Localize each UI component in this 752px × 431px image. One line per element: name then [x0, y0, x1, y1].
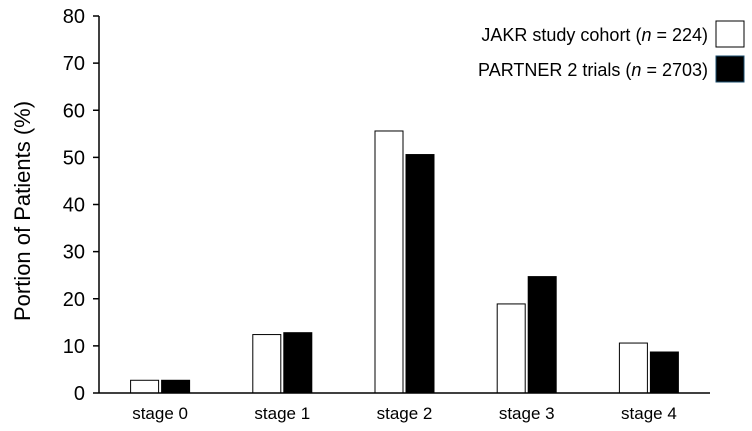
legend-swatch-partner	[715, 55, 745, 83]
y-tick-label: 60	[63, 100, 85, 122]
x-tick-label: stage 1	[254, 404, 310, 423]
bar-jakr-stage-2	[374, 130, 404, 394]
bar-jakr-stage-4	[618, 342, 648, 394]
y-tick-label: 80	[63, 6, 85, 28]
y-axis: 0 10 20 30 40 50 60 70 80	[63, 6, 99, 405]
y-tick-label: 20	[63, 289, 85, 311]
y-tick-label: 30	[63, 242, 85, 264]
y-tick-label: 40	[63, 195, 85, 217]
y-tick-label: 70	[63, 53, 85, 75]
x-tick-label: stage 0	[132, 404, 188, 423]
legend: JAKR study cohort (n = 224) PARTNER 2 tr…	[478, 20, 745, 83]
bars	[130, 130, 679, 394]
bar-partner-stage-1	[283, 332, 313, 394]
x-tick-label: stage 2	[377, 404, 433, 423]
x-tick-label: stage 4	[621, 404, 677, 423]
bar-jakr-stage-3	[496, 303, 526, 394]
bar-partner-stage-3	[527, 276, 557, 394]
x-tick-label: stage 3	[499, 404, 555, 423]
y-tick-label: 50	[63, 147, 85, 169]
y-axis-title: Portion of Patients (%)	[10, 101, 35, 321]
bar-partner-stage-0	[161, 379, 191, 394]
legend-swatch-jakr	[715, 20, 745, 48]
y-tick-label: 10	[63, 336, 85, 358]
legend-label-partner: PARTNER 2 trials (n = 2703)	[478, 60, 708, 80]
bar-partner-stage-2	[405, 154, 435, 394]
legend-label-jakr: JAKR study cohort (n = 224)	[481, 25, 708, 45]
bar-partner-stage-4	[649, 351, 679, 394]
x-axis: stage 0 stage 1 stage 2 stage 3 stage 4	[132, 404, 677, 423]
bar-jakr-stage-1	[252, 334, 282, 394]
bar-jakr-stage-0	[130, 379, 160, 394]
y-tick-label: 0	[74, 383, 85, 405]
